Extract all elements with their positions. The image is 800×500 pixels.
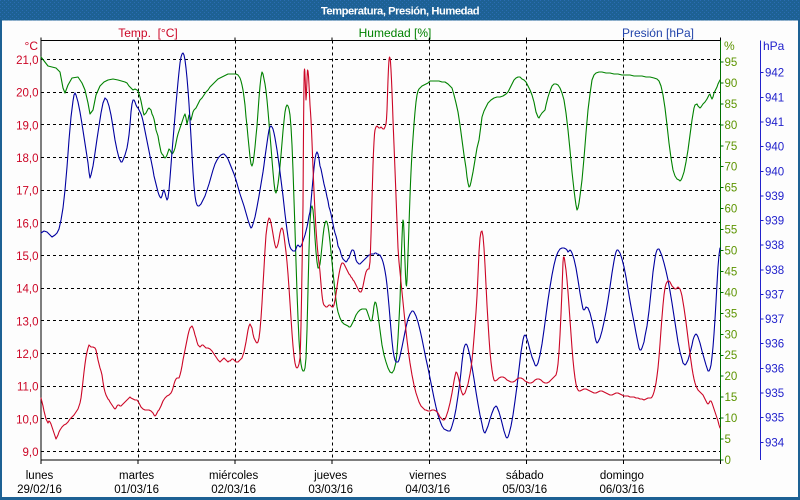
svg-text:15: 15	[725, 392, 738, 404]
svg-text:35: 35	[725, 308, 738, 320]
svg-text:viernes: viernes	[409, 470, 446, 482]
svg-text:934: 934	[765, 437, 785, 449]
svg-text:0: 0	[725, 455, 731, 467]
svg-text:°C: °C	[25, 39, 39, 53]
svg-text:937: 937	[765, 314, 784, 326]
svg-text:55: 55	[725, 225, 738, 237]
svg-text:85: 85	[725, 99, 738, 111]
svg-text:12,0: 12,0	[16, 349, 38, 361]
svg-text:11,0: 11,0	[17, 382, 39, 394]
svg-text:30: 30	[725, 329, 738, 341]
svg-text:02/03/16: 02/03/16	[211, 484, 256, 496]
svg-text:jueves: jueves	[313, 470, 347, 482]
svg-text:05/03/16: 05/03/16	[502, 484, 547, 496]
svg-text:sábado: sábado	[506, 470, 544, 482]
svg-text:19,0: 19,0	[16, 120, 38, 132]
svg-text:9,0: 9,0	[23, 447, 39, 459]
svg-text:Presión [hPa]: Presión [hPa]	[622, 26, 694, 40]
svg-text:5: 5	[725, 434, 731, 446]
svg-text:29/02/16: 29/02/16	[17, 484, 62, 496]
svg-text:40: 40	[725, 287, 738, 299]
svg-text:hPa: hPa	[763, 39, 785, 53]
svg-text:941: 941	[765, 92, 784, 104]
svg-text:939: 939	[765, 191, 784, 203]
svg-text:17,0: 17,0	[16, 186, 38, 198]
svg-text:20,0: 20,0	[16, 88, 38, 100]
svg-text:940: 940	[765, 166, 784, 178]
svg-text:75: 75	[725, 141, 738, 153]
svg-text:Humedad [%]: Humedad [%]	[359, 26, 432, 40]
svg-text:lunes: lunes	[26, 470, 54, 482]
svg-text:45: 45	[725, 267, 738, 279]
svg-text:936: 936	[765, 339, 784, 351]
svg-text:21,0: 21,0	[16, 55, 38, 67]
svg-text:940: 940	[765, 142, 784, 154]
svg-text:04/03/16: 04/03/16	[405, 484, 450, 496]
svg-text:941: 941	[765, 117, 784, 129]
svg-text:01/03/16: 01/03/16	[114, 484, 159, 496]
svg-text:03/03/16: 03/03/16	[308, 484, 353, 496]
svg-text:70: 70	[725, 162, 738, 174]
svg-text:06/03/16: 06/03/16	[600, 484, 645, 496]
svg-text:10: 10	[725, 413, 738, 425]
svg-text:50: 50	[725, 246, 738, 258]
svg-text:%: %	[724, 39, 735, 53]
svg-text:14,0: 14,0	[16, 284, 38, 296]
svg-text:95: 95	[725, 57, 738, 69]
svg-text:16,0: 16,0	[16, 218, 38, 230]
svg-text:938: 938	[765, 265, 784, 277]
svg-text:13,0: 13,0	[16, 316, 38, 328]
svg-text:936: 936	[765, 363, 784, 375]
svg-text:18,0: 18,0	[16, 153, 38, 165]
svg-text:10,0: 10,0	[16, 414, 38, 426]
svg-text:domingo: domingo	[600, 470, 644, 482]
svg-text:15,0: 15,0	[16, 251, 38, 263]
svg-text:939: 939	[765, 216, 784, 228]
svg-text:Temperatura, Presión, Humedad: Temperatura, Presión, Humedad	[321, 6, 480, 18]
svg-text:20: 20	[725, 371, 738, 383]
svg-text:martes: martes	[119, 470, 154, 482]
svg-text:937: 937	[765, 290, 784, 302]
svg-text:miércoles: miércoles	[209, 470, 258, 482]
svg-text:942: 942	[765, 68, 784, 80]
svg-text:65: 65	[725, 183, 738, 195]
svg-text:938: 938	[765, 240, 784, 252]
svg-text:25: 25	[725, 350, 738, 362]
svg-text:90: 90	[725, 78, 738, 90]
svg-text:935: 935	[765, 388, 784, 400]
svg-text:Temp. [°C]: Temp. [°C]	[118, 26, 177, 40]
svg-text:80: 80	[725, 120, 738, 132]
svg-text:60: 60	[725, 204, 738, 216]
svg-text:935: 935	[765, 413, 784, 425]
